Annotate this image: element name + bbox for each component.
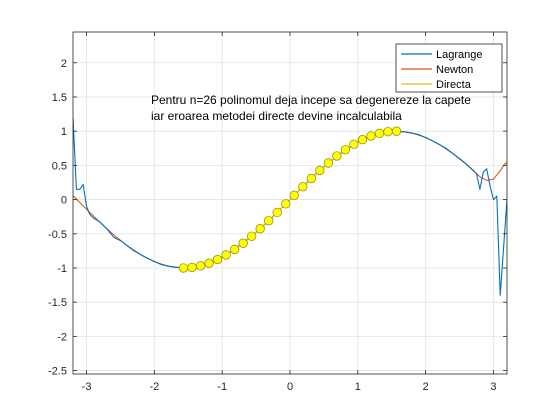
directa-point (247, 232, 256, 241)
directa-point (239, 239, 248, 248)
directa-point (188, 263, 197, 272)
directa-point (205, 259, 214, 268)
x-tick-label: -3 (82, 381, 92, 393)
directa-point (307, 174, 316, 183)
x-tick-label: 3 (490, 381, 496, 393)
directa-point (324, 159, 333, 168)
directa-point (350, 140, 359, 149)
legend[interactable]: Lagrange Newton Directa (396, 44, 502, 92)
directa-point (333, 152, 342, 161)
y-tick-label: -2 (57, 331, 67, 343)
y-tick-label: -0.5 (48, 229, 67, 241)
directa-point (196, 262, 205, 271)
directa-point (273, 208, 282, 217)
y-tick-label: 1.5 (52, 92, 67, 104)
x-tick-label: 1 (355, 381, 361, 393)
annotation: Pentru n=26 polinomul deja incepe sa deg… (151, 93, 471, 123)
y-tick-label: 0.5 (52, 160, 67, 172)
y-tick-label: 1 (61, 126, 67, 138)
directa-point (375, 129, 384, 138)
annotation-line-1: Pentru n=26 polinomul deja incepe sa deg… (151, 93, 471, 107)
directa-point (384, 127, 393, 136)
directa-point (256, 224, 265, 233)
x-tick-label: -2 (149, 381, 159, 393)
directa-point (264, 216, 273, 225)
directa-point (341, 145, 350, 154)
y-tick-label: -1 (57, 263, 67, 275)
annotation-line-2: iar eroarea metodei directe devine incal… (151, 109, 402, 123)
directa-point (392, 127, 401, 136)
directa-point (179, 264, 188, 273)
y-tick-label: 0 (61, 195, 67, 207)
legend-label-newton: Newton (436, 64, 473, 76)
directa-point (222, 251, 231, 260)
directa-point (316, 166, 325, 175)
y-tick-label: -2.5 (48, 366, 67, 378)
legend-label-lagrange: Lagrange (436, 49, 483, 61)
legend-label-directa: Directa (436, 79, 472, 91)
x-tick-label: 2 (423, 381, 429, 393)
x-tick-label: -1 (217, 381, 227, 393)
directa-point (367, 132, 376, 141)
directa-point (298, 182, 307, 191)
directa-point (213, 255, 222, 264)
y-tick-label: 2 (61, 58, 67, 70)
y-tick-label: -1.5 (48, 297, 67, 309)
directa-point (358, 135, 367, 144)
directa-point (230, 245, 239, 254)
directa-point (281, 200, 290, 209)
x-tick-label: 0 (287, 381, 293, 393)
directa-point (290, 191, 299, 200)
